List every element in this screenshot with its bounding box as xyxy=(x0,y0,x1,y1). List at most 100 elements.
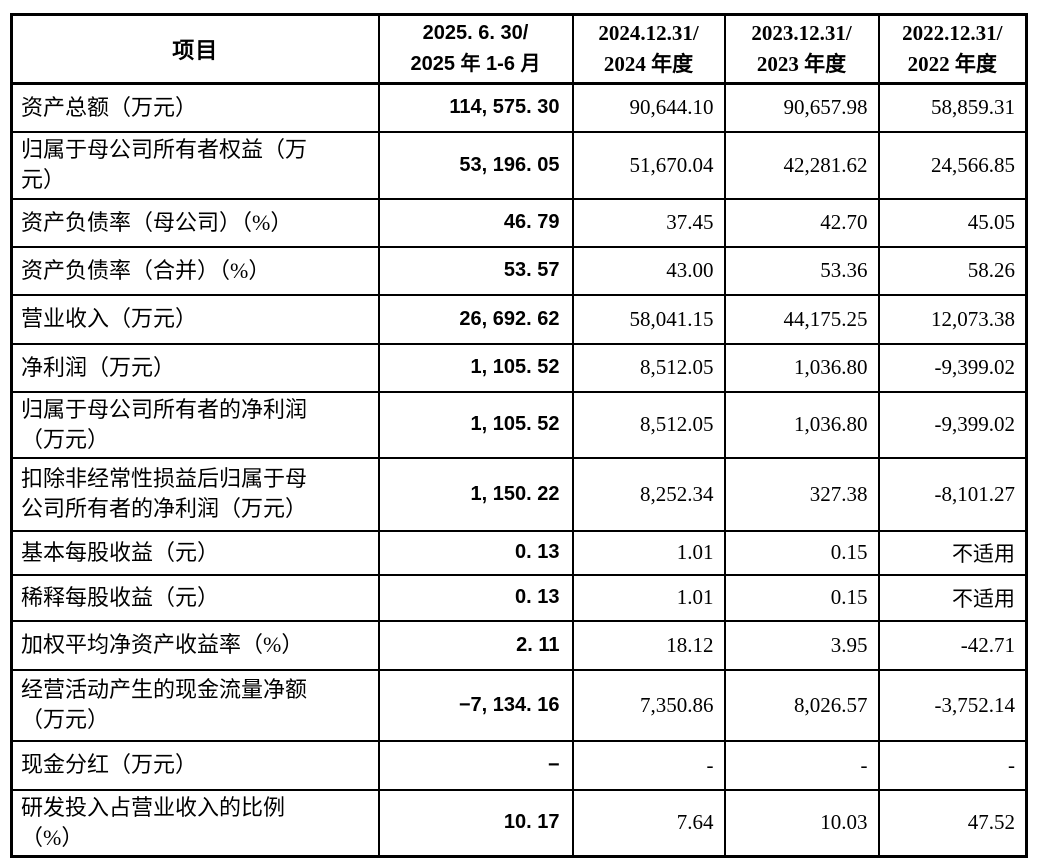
row-label: 营业收入（万元） xyxy=(10,293,380,345)
row-label: 归属于母公司所有者的净利润 （万元） xyxy=(10,390,380,459)
table-row: 基本每股收益（元） 0. 13 1.01 0.15 不适用 xyxy=(10,529,1028,576)
cell-value-period-3: -9,399.02 xyxy=(877,390,1028,459)
cell-value-period-2: 8,026.57 xyxy=(723,668,880,742)
cell-value-period-1: 8,512.05 xyxy=(571,342,726,393)
cell-value-period-3: 12,073.38 xyxy=(877,293,1028,345)
cell-value-period-2: 1,036.80 xyxy=(723,342,880,393)
cell-value-period-3: -42.71 xyxy=(877,619,1028,671)
column-header-period-0: 2025. 6. 30/2025 年 1-6 月 xyxy=(377,13,574,85)
cell-value-period-2: 90,657.98 xyxy=(723,82,880,133)
document-page: 项目 2025. 6. 30/2025 年 1-6 月 2024.12.31/20… xyxy=(0,13,1040,864)
cell-value-period-1: 1.01 xyxy=(571,573,726,622)
row-label: 加权平均净资产收益率（%） xyxy=(10,619,380,671)
period-line2: 2024 年度 xyxy=(603,52,694,76)
cell-value-period-0: 1, 150. 22 xyxy=(377,456,574,532)
cell-value-period-2: 3.95 xyxy=(723,619,880,671)
cell-value-period-2: 10.03 xyxy=(723,788,880,857)
cell-value-period-3: -9,399.02 xyxy=(877,342,1028,393)
column-header-item: 项目 xyxy=(10,13,380,85)
cell-value-period-2: 0.15 xyxy=(723,573,880,622)
header-row: 项目 2025. 6. 30/2025 年 1-6 月 2024.12.31/20… xyxy=(10,13,1028,85)
cell-value-period-1: 8,252.34 xyxy=(571,456,726,532)
table-row: 资产负债率（母公司）（%） 46. 79 37.45 42.70 45.05 xyxy=(10,197,1028,248)
row-label: 资产负债率（合并）（%） xyxy=(10,245,380,296)
cell-value-period-3: 不适用 xyxy=(877,529,1028,576)
cell-value-period-2: 0.15 xyxy=(723,529,880,576)
cell-value-period-1: 7,350.86 xyxy=(571,668,726,742)
table-body: 资产总额（万元） 114, 575. 30 90,644.10 90,657.98 58… xyxy=(10,82,1028,857)
table-row: 归属于母公司所有者的净利润 （万元） 1, 105. 52 8,512.05 1,036… xyxy=(10,390,1028,459)
cell-value-period-0: 114, 575. 30 xyxy=(377,82,574,133)
table-row: 现金分红（万元） − - - - xyxy=(10,739,1028,791)
cell-value-period-1: 37.45 xyxy=(571,197,726,248)
cell-value-period-3: 58.26 xyxy=(877,245,1028,296)
cell-value-period-2: 42.70 xyxy=(723,197,880,248)
cell-value-period-3: 45.05 xyxy=(877,197,1028,248)
table-row: 营业收入（万元） 26, 692. 62 58,041.15 44,175.25 12,… xyxy=(10,293,1028,345)
row-label: 扣除非经常性损益后归属于母 公司所有者的净利润（万元） xyxy=(10,456,380,532)
table-row: 资产负债率（合并）（%） 53. 57 43.00 53.36 58.26 xyxy=(10,245,1028,296)
cell-value-period-0: −7, 134. 16 xyxy=(377,668,574,742)
cell-value-period-3: 不适用 xyxy=(877,573,1028,622)
table-row: 研发投入占营业收入的比例 （%） 10. 17 7.64 10.03 47.52 xyxy=(10,788,1028,857)
row-label: 现金分红（万元） xyxy=(10,739,380,791)
cell-value-period-3: -3,752.14 xyxy=(877,668,1028,742)
table-row: 扣除非经常性损益后归属于母 公司所有者的净利润（万元） 1, 150. 22 8,25… xyxy=(10,456,1028,532)
cell-value-period-1: 1.01 xyxy=(571,529,726,576)
cell-value-period-1: 90,644.10 xyxy=(571,82,726,133)
period-line2: 2025 年 1-6 月 xyxy=(410,53,541,75)
row-label: 基本每股收益（元） xyxy=(10,529,380,576)
cell-value-period-3: -8,101.27 xyxy=(877,456,1028,532)
period-line1: 2023.12.31/ xyxy=(751,21,852,45)
table-row: 经营活动产生的现金流量净额 （万元） −7, 134. 16 7,350.86 8,02… xyxy=(10,668,1028,742)
row-label: 净利润（万元） xyxy=(10,342,380,393)
cell-value-period-2: - xyxy=(723,739,880,791)
period-line2: 2023 年度 xyxy=(756,52,847,76)
row-label: 归属于母公司所有者权益（万 元） xyxy=(10,130,380,200)
cell-value-period-1: 51,670.04 xyxy=(571,130,726,200)
column-header-period-1: 2024.12.31/2024 年度 xyxy=(571,13,726,85)
cell-value-period-0: − xyxy=(377,739,574,791)
cell-value-period-1: 58,041.15 xyxy=(571,293,726,345)
cell-value-period-0: 2. 11 xyxy=(377,619,574,671)
row-label: 资产负债率（母公司）（%） xyxy=(10,197,380,248)
cell-value-period-2: 42,281.62 xyxy=(723,130,880,200)
table-row: 净利润（万元） 1, 105. 52 8,512.05 1,036.80 -9,399.… xyxy=(10,342,1028,393)
cell-value-period-0: 26, 692. 62 xyxy=(377,293,574,345)
cell-value-period-1: - xyxy=(571,739,726,791)
cell-value-period-3: 24,566.85 xyxy=(877,130,1028,200)
table-row: 归属于母公司所有者权益（万 元） 53, 196. 05 51,670.04 42,28… xyxy=(10,130,1028,200)
row-label: 经营活动产生的现金流量净额 （万元） xyxy=(10,668,380,742)
cell-value-period-0: 53. 57 xyxy=(377,245,574,296)
column-header-period-3: 2022.12.31/2022 年度 xyxy=(877,13,1028,85)
cell-value-period-1: 43.00 xyxy=(571,245,726,296)
period-line1: 2024.12.31/ xyxy=(598,21,699,45)
financial-summary-table: 项目 2025. 6. 30/2025 年 1-6 月 2024.12.31/20… xyxy=(10,13,1028,858)
cell-value-period-3: 47.52 xyxy=(877,788,1028,857)
cell-value-period-2: 53.36 xyxy=(723,245,880,296)
cell-value-period-1: 7.64 xyxy=(571,788,726,857)
row-label: 稀释每股收益（元） xyxy=(10,573,380,622)
table-row: 加权平均净资产收益率（%） 2. 11 18.12 3.95 -42.71 xyxy=(10,619,1028,671)
column-header-period-2: 2023.12.31/2023 年度 xyxy=(723,13,880,85)
cell-value-period-0: 1, 105. 52 xyxy=(377,342,574,393)
cell-value-period-0: 10. 17 xyxy=(377,788,574,857)
cell-value-period-1: 8,512.05 xyxy=(571,390,726,459)
table-row: 资产总额（万元） 114, 575. 30 90,644.10 90,657.98 58… xyxy=(10,82,1028,133)
row-label: 研发投入占营业收入的比例 （%） xyxy=(10,788,380,857)
cell-value-period-0: 0. 13 xyxy=(377,573,574,622)
cell-value-period-2: 327.38 xyxy=(723,456,880,532)
cell-value-period-3: 58,859.31 xyxy=(877,82,1028,133)
cell-value-period-0: 0. 13 xyxy=(377,529,574,576)
cell-value-period-0: 46. 79 xyxy=(377,197,574,248)
row-label: 资产总额（万元） xyxy=(10,82,380,133)
cell-value-period-3: - xyxy=(877,739,1028,791)
cell-value-period-0: 1, 105. 52 xyxy=(377,390,574,459)
cell-value-period-1: 18.12 xyxy=(571,619,726,671)
period-line1: 2022.12.31/ xyxy=(902,21,1003,45)
period-line1: 2025. 6. 30/ xyxy=(422,22,529,44)
cell-value-period-2: 44,175.25 xyxy=(723,293,880,345)
period-line2: 2022 年度 xyxy=(907,52,997,76)
cell-value-period-2: 1,036.80 xyxy=(723,390,880,459)
cell-value-period-0: 53, 196. 05 xyxy=(377,130,574,200)
